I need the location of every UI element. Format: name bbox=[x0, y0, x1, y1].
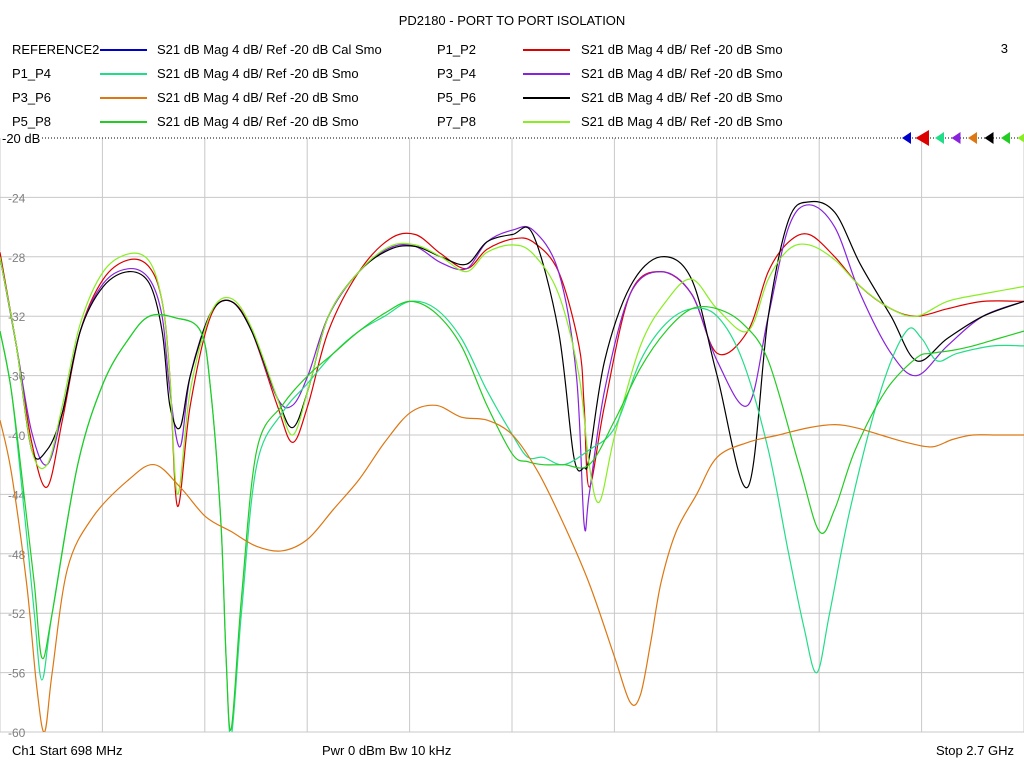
y-tick-label: -60 bbox=[8, 726, 26, 740]
footer-power: Pwr 0 dBm Bw 10 kHz bbox=[322, 743, 452, 758]
reference-marker bbox=[902, 132, 911, 144]
legend-entry-desc: S21 dB Mag 4 dB/ Ref -20 dB Smo bbox=[581, 114, 783, 129]
legend-entry-name: P5_P8 bbox=[12, 114, 52, 129]
reference-marker bbox=[935, 132, 944, 144]
legend-entry-desc: S21 dB Mag 4 dB/ Ref -20 dB Smo bbox=[581, 90, 783, 105]
legend-swatch bbox=[100, 97, 147, 99]
legend-swatch bbox=[523, 121, 570, 123]
chart-title: PD2180 - PORT TO PORT ISOLATION bbox=[398, 13, 626, 28]
legend-entry-name: P5_P6 bbox=[437, 90, 477, 105]
y-tick-label: -36 bbox=[8, 370, 26, 384]
legend-entry-name: P1_P4 bbox=[12, 66, 52, 81]
series-line-p3-p4 bbox=[0, 204, 1024, 532]
reference-marker bbox=[915, 130, 929, 146]
legend-swatch bbox=[523, 73, 570, 75]
reference-marker bbox=[984, 132, 994, 144]
y-tick-label: -24 bbox=[8, 191, 26, 205]
legend-swatch bbox=[523, 97, 570, 99]
footer-start: Ch1 Start 698 MHz bbox=[12, 743, 123, 758]
legend-entry-desc: S21 dB Mag 4 dB/ Ref -20 dB Smo bbox=[157, 114, 359, 129]
legend-entry-desc: S21 dB Mag 4 dB/ Ref -20 dB Smo bbox=[157, 66, 359, 81]
series-line-p3-p6 bbox=[0, 404, 1024, 732]
legend-swatch bbox=[100, 121, 147, 123]
page-number: 3 bbox=[1000, 41, 1008, 56]
legend-swatch bbox=[100, 73, 147, 75]
reference-marker bbox=[1001, 132, 1010, 144]
y-tick-label: -52 bbox=[8, 607, 26, 621]
legend-entry-desc: S21 dB Mag 4 dB/ Ref -20 dB Cal Smo bbox=[157, 42, 382, 57]
reference-label: -20 dB bbox=[2, 131, 40, 146]
reference-marker bbox=[951, 132, 961, 144]
legend-entry-desc: S21 dB Mag 4 dB/ Ref -20 dB Smo bbox=[157, 90, 359, 105]
y-tick-label: -28 bbox=[8, 251, 26, 265]
reference-marker bbox=[1017, 133, 1024, 143]
footer-stop: Stop 2.7 GHz bbox=[935, 743, 1014, 758]
legend-entry-name: P1_P2 bbox=[437, 42, 477, 57]
legend-entry-name: P7_P8 bbox=[437, 114, 477, 129]
legend-entry-name: P3_P6 bbox=[12, 90, 52, 105]
y-tick-label: -44 bbox=[8, 488, 26, 502]
y-tick-label: -56 bbox=[8, 667, 26, 681]
y-tick-label: -48 bbox=[8, 548, 26, 562]
legend-swatch bbox=[100, 49, 147, 51]
legend-entry-name: REFERENCE2 bbox=[12, 42, 100, 57]
legend-entry-desc: S21 dB Mag 4 dB/ Ref -20 dB Smo bbox=[581, 42, 783, 57]
series-line-p5-p8 bbox=[0, 300, 1024, 731]
legend-entry-name: P3_P4 bbox=[437, 66, 477, 81]
series-line-p7-p8 bbox=[0, 242, 1024, 504]
legend-swatch bbox=[523, 49, 570, 51]
legend-entry-desc: S21 dB Mag 4 dB/ Ref -20 dB Smo bbox=[581, 66, 783, 81]
reference-marker bbox=[968, 132, 977, 144]
series-line-p5-p6 bbox=[0, 200, 1024, 489]
